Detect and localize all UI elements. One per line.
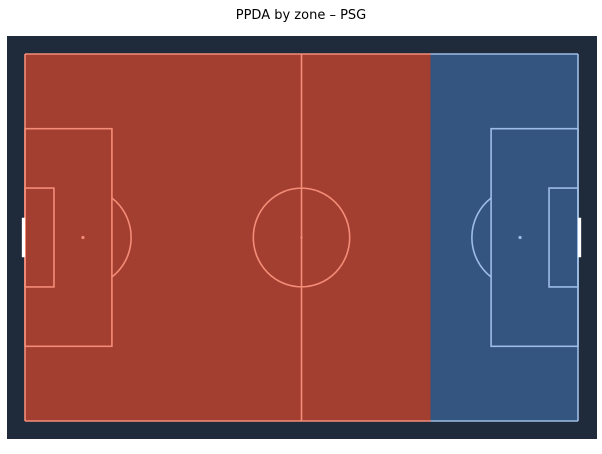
penalty-arc-left <box>111 197 132 278</box>
penalty-arc-right <box>471 197 492 278</box>
zone-layer <box>25 54 578 421</box>
penalty-spot-left <box>81 235 85 240</box>
centre-circle <box>252 187 351 288</box>
centre-spot <box>300 236 303 239</box>
zone-cell-2 <box>430 54 578 421</box>
chart-title: PPDA by zone – PSG <box>235 8 367 23</box>
goal-right <box>578 217 582 258</box>
pitch-markings <box>21 53 582 422</box>
penalty-spot-right <box>518 235 522 240</box>
zone-cell-1 <box>25 54 431 421</box>
goal-left <box>21 217 25 258</box>
